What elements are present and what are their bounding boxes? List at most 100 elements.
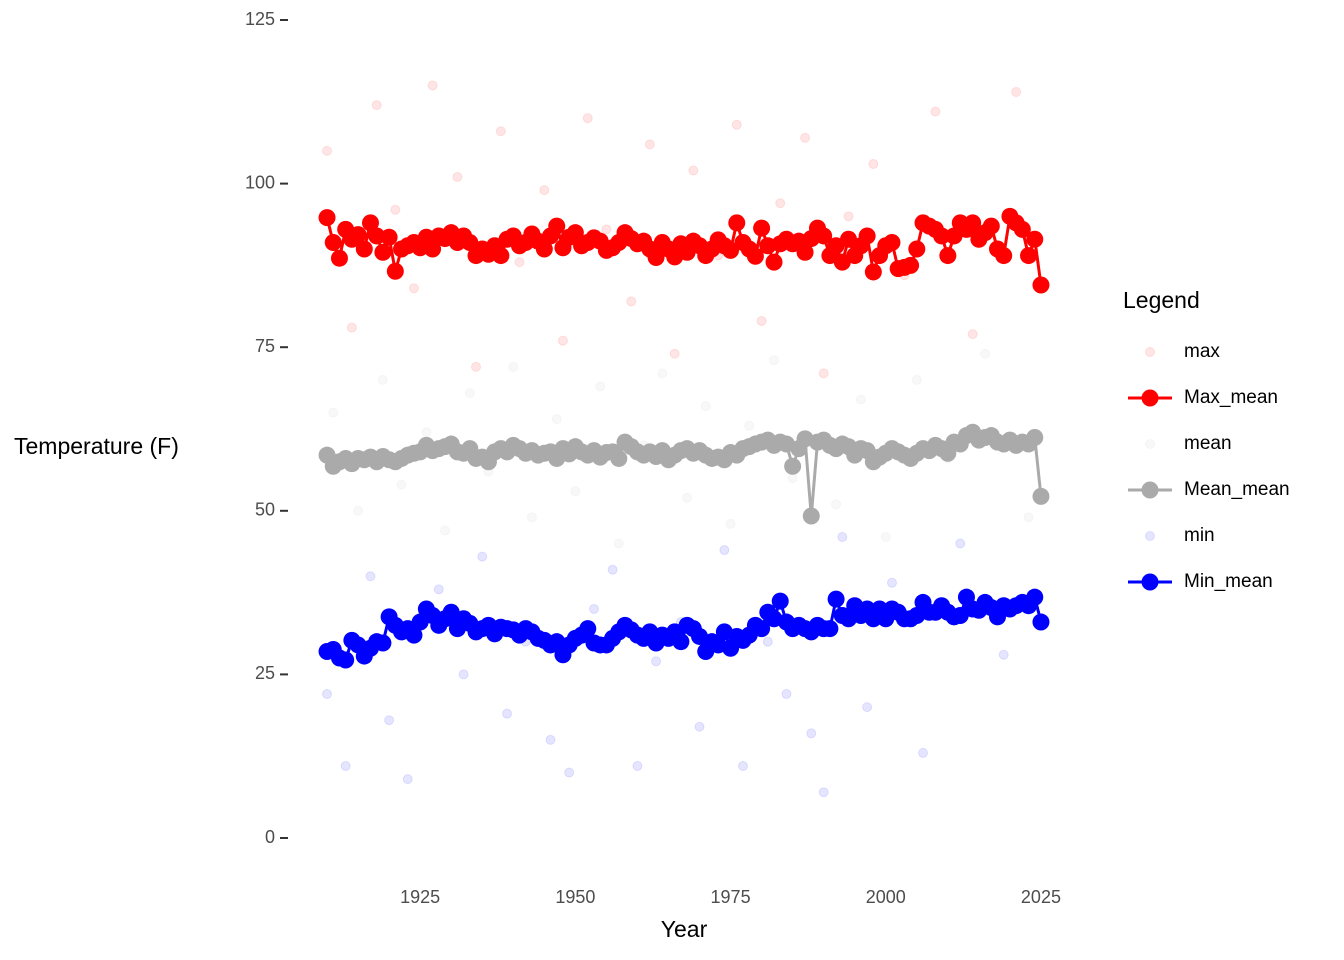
point	[886, 577, 897, 588]
legend-key-point	[1141, 481, 1159, 499]
point	[775, 198, 786, 209]
legend-key-point	[1145, 439, 1155, 449]
point	[719, 545, 730, 556]
point	[502, 708, 513, 719]
line-point	[405, 626, 423, 644]
y-tick-label: 75	[255, 336, 275, 356]
y-tick-label: 50	[255, 500, 275, 520]
y-tick-label: 125	[245, 9, 275, 29]
point	[551, 414, 562, 425]
line-point	[933, 227, 951, 245]
legend-label: min	[1184, 525, 1215, 546]
point	[762, 636, 773, 647]
point	[477, 551, 488, 562]
line-point	[802, 507, 820, 525]
point	[564, 767, 575, 778]
line-point	[374, 243, 392, 261]
point	[377, 374, 388, 385]
line-point	[1013, 220, 1031, 238]
line-point	[349, 226, 367, 244]
point	[657, 368, 668, 379]
point	[700, 401, 711, 412]
legend-key-point	[1141, 573, 1159, 591]
point	[918, 747, 929, 758]
line-point	[548, 217, 566, 235]
x-tick-label: 2025	[1021, 887, 1061, 907]
point	[408, 283, 419, 294]
point	[601, 224, 612, 235]
point	[464, 388, 475, 399]
line-point	[1026, 230, 1044, 248]
line-point	[908, 240, 926, 258]
point	[998, 649, 1009, 660]
line-point	[337, 651, 355, 669]
y-tick-label: 0	[265, 827, 275, 847]
point	[427, 80, 438, 91]
legend-label: Mean_mean	[1184, 479, 1290, 500]
line-point	[535, 240, 553, 258]
line-point	[579, 620, 597, 638]
point	[651, 656, 662, 667]
point	[1011, 86, 1022, 97]
point	[328, 407, 339, 418]
line-point	[821, 620, 839, 638]
point	[570, 486, 581, 497]
point	[818, 787, 829, 798]
legend-label: max	[1184, 341, 1220, 362]
point	[365, 571, 376, 582]
point	[396, 479, 407, 490]
point	[384, 715, 395, 726]
legend-label: Max_mean	[1184, 387, 1278, 408]
x-tick-label: 1950	[555, 887, 595, 907]
line-point	[864, 263, 882, 281]
point	[800, 132, 811, 143]
point	[539, 185, 550, 196]
point	[731, 119, 742, 130]
point	[613, 538, 624, 549]
point	[402, 774, 413, 785]
point	[862, 702, 873, 713]
point	[669, 348, 680, 359]
point	[495, 126, 506, 137]
point	[508, 361, 519, 372]
line-point	[368, 227, 386, 245]
line-point	[1032, 613, 1050, 631]
line-point	[902, 256, 920, 274]
line-point	[355, 240, 373, 258]
line-point	[647, 249, 665, 267]
point	[346, 322, 357, 333]
line-point	[330, 249, 348, 267]
line-point	[324, 233, 342, 251]
point	[458, 669, 469, 680]
line-point	[746, 247, 764, 265]
line-point	[1020, 247, 1038, 265]
x-axis-label: Year	[661, 916, 708, 942]
point	[353, 505, 364, 516]
point	[781, 689, 792, 700]
point	[787, 473, 798, 484]
line-point	[386, 262, 404, 280]
line-point	[424, 240, 442, 258]
point	[843, 211, 854, 222]
point	[855, 394, 866, 405]
point	[322, 145, 333, 156]
point	[831, 499, 842, 510]
point	[955, 538, 966, 549]
point	[756, 316, 767, 327]
line-point	[883, 233, 901, 251]
point	[682, 492, 693, 503]
line-point	[380, 228, 398, 246]
point	[980, 348, 991, 359]
line-point	[784, 457, 802, 475]
point	[545, 734, 556, 745]
line-point	[722, 241, 740, 259]
line-point	[815, 227, 833, 245]
point	[644, 139, 655, 150]
x-tick-label: 2000	[866, 887, 906, 907]
y-tick-label: 100	[245, 172, 275, 192]
point	[880, 531, 891, 542]
point	[725, 518, 736, 529]
legend-label: mean	[1184, 433, 1232, 454]
point	[607, 564, 618, 575]
